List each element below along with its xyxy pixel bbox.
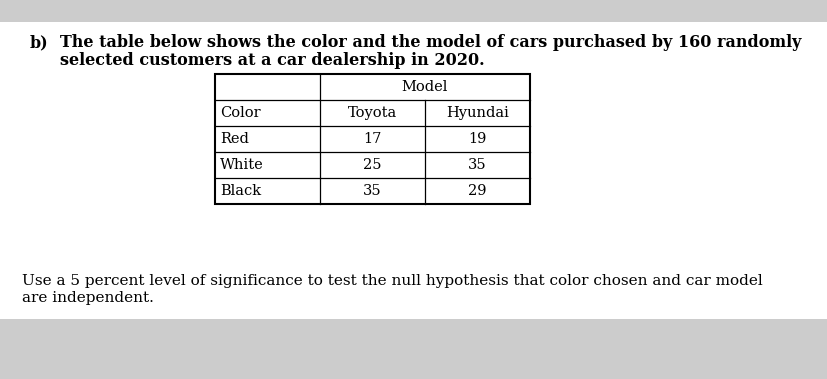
Text: 35: 35 — [467, 158, 486, 172]
Bar — [0, 22, 827, 319]
Text: 17: 17 — [363, 132, 381, 146]
Text: White: White — [220, 158, 264, 172]
Text: b): b) — [30, 34, 49, 51]
Text: 25: 25 — [363, 158, 381, 172]
Text: Toyota: Toyota — [347, 106, 397, 120]
Text: 35: 35 — [363, 184, 381, 198]
Bar — [0, 0, 827, 22]
Text: Hyundai: Hyundai — [446, 106, 509, 120]
Bar — [0, 319, 827, 379]
Text: The table below shows the color and the model of cars purchased by 160 randomly: The table below shows the color and the … — [60, 34, 801, 51]
Text: Black: Black — [220, 184, 261, 198]
Text: selected customers at a car dealership in 2020.: selected customers at a car dealership i… — [60, 52, 484, 69]
Text: Red: Red — [220, 132, 249, 146]
Text: Use a 5 percent level of significance to test the null hypothesis that color cho: Use a 5 percent level of significance to… — [22, 274, 762, 288]
Bar — [215, 74, 529, 204]
Bar — [215, 74, 529, 204]
Text: Model: Model — [401, 80, 447, 94]
Text: 29: 29 — [468, 184, 486, 198]
Text: 19: 19 — [468, 132, 486, 146]
Text: are independent.: are independent. — [22, 291, 154, 305]
Text: Color: Color — [220, 106, 261, 120]
